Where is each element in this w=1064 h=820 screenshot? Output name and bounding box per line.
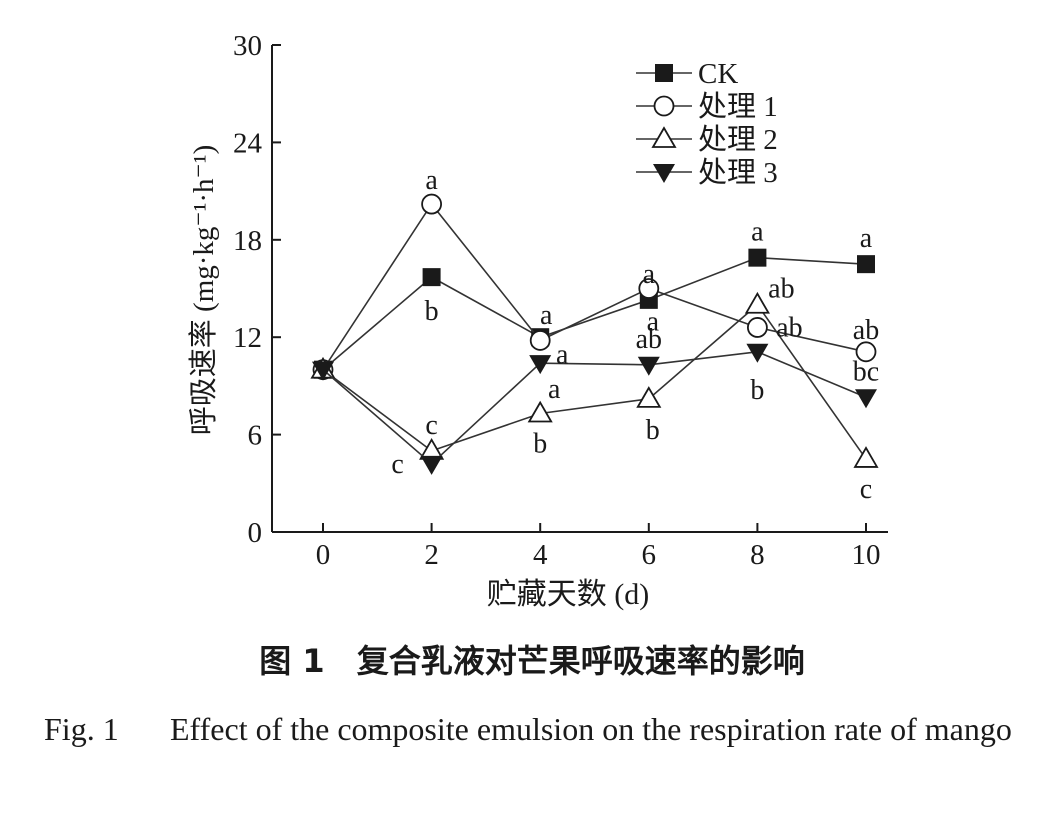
legend-marker <box>653 95 675 117</box>
significance-label: ab <box>768 274 794 305</box>
data-point-treatment-1 <box>421 193 443 215</box>
x-tick-label: 4 <box>533 539 548 571</box>
data-point-treatment-1 <box>855 341 877 363</box>
significance-label: a <box>751 217 764 248</box>
data-point-treatment-2 <box>853 446 879 468</box>
significance-label: b <box>646 415 660 446</box>
data-point-treatment-3 <box>420 455 443 475</box>
data-point-treatment-2 <box>636 386 662 408</box>
x-tick-label: 10 <box>852 539 881 571</box>
axes <box>271 44 888 533</box>
legend-label: CK <box>698 58 738 90</box>
significance-label: c <box>391 449 403 480</box>
legend-item-treatment-1: 处理 1 <box>636 90 778 123</box>
series-line-treatment-2 <box>322 303 867 460</box>
data-point-treatment-3 <box>529 355 552 375</box>
significance-label: a <box>860 223 873 254</box>
data-point-treatment-3 <box>637 356 660 376</box>
series-treatment-2 <box>310 291 879 468</box>
series-line-treatment-3 <box>322 350 867 465</box>
legend-label: 处理 1 <box>698 90 778 123</box>
data-point-treatment-2 <box>527 400 553 423</box>
y-tick-label: 30 <box>233 30 262 62</box>
legend-item-treatment-2: 处理 2 <box>636 123 778 156</box>
significance-label: b <box>750 375 764 406</box>
legend-marker <box>655 64 673 82</box>
x-tick-label: 0 <box>316 539 331 571</box>
significance-label: c <box>860 474 872 505</box>
significance-label: b <box>425 296 439 327</box>
significance-label: b <box>533 428 547 459</box>
x-tick-label: 2 <box>424 539 439 571</box>
y-tick-label: 0 <box>248 517 263 549</box>
significance-label: ab <box>853 315 879 346</box>
x-tick-label: 8 <box>750 539 765 571</box>
series-treatment-3 <box>312 343 877 475</box>
legend-item-ck: CK <box>636 58 738 90</box>
caption-chinese: 图 1 复合乳液对芒果呼吸速率的影响 <box>259 642 805 680</box>
caption-english-text: Effect of the composite emulsion on the … <box>170 711 1012 747</box>
significance-label: a <box>425 165 438 196</box>
significance-label: a <box>548 374 561 405</box>
y-tick-label: 18 <box>233 225 262 257</box>
data-point-treatment-1 <box>529 330 551 351</box>
significance-label: c <box>425 410 437 441</box>
significance-label: a <box>540 300 553 331</box>
y-tick-label: 24 <box>233 127 263 159</box>
data-point-treatment-3 <box>855 389 877 409</box>
significance-label: ab <box>776 312 802 343</box>
legend-label: 处理 2 <box>698 123 778 156</box>
significance-label: a <box>643 259 656 290</box>
caption-figure-number: Fig. 1 <box>44 711 119 747</box>
legend-marker <box>651 126 677 148</box>
data-point-ck <box>422 268 441 287</box>
data-point-treatment-3 <box>746 343 769 363</box>
legend-label: 处理 3 <box>698 156 778 189</box>
series-group <box>310 193 879 475</box>
data-point-treatment-2 <box>744 291 770 314</box>
significance-label: bc <box>853 356 879 387</box>
significance-label: ab <box>636 324 662 355</box>
x-tick-label: 6 <box>642 539 657 571</box>
data-point-treatment-1 <box>638 278 660 299</box>
legend-item-treatment-3: 处理 3 <box>636 156 778 189</box>
data-point-ck <box>748 248 767 267</box>
legend-marker <box>653 164 675 183</box>
significance-label: a <box>556 339 569 370</box>
significance-label: a <box>647 307 660 338</box>
data-point-ck <box>857 255 875 274</box>
data-point-treatment-1 <box>747 317 768 338</box>
y-axis-label: 呼吸速率 (mg·kg⁻¹·h⁻¹) <box>187 145 220 435</box>
series-line-ck <box>322 256 867 371</box>
x-axis-label: 贮藏天数 (d) <box>487 578 649 611</box>
data-point-treatment-3 <box>312 361 334 381</box>
y-tick-label: 12 <box>233 322 262 354</box>
y-tick-label: 6 <box>248 420 263 452</box>
